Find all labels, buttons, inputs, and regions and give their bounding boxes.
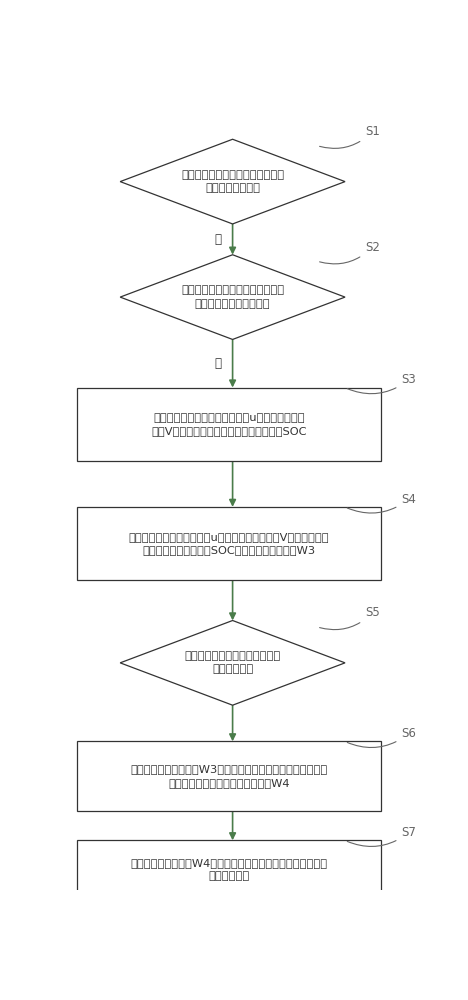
Text: S3: S3 <box>347 373 416 394</box>
Text: S6: S6 <box>347 727 416 748</box>
Text: 否: 否 <box>215 233 221 246</box>
FancyBboxPatch shape <box>77 388 381 461</box>
Text: S5: S5 <box>320 606 380 630</box>
Text: 获取电动车行驶道路的坡度信息，
判断电动车是否上坡行驶: 获取电动车行驶道路的坡度信息， 判断电动车是否上坡行驶 <box>181 286 284 309</box>
Polygon shape <box>120 255 345 339</box>
Text: 采集电动车的刹车踏板深度位置u、当前车辆运行
速度V和电动车的动力电池当前的剩余电量SOC: 采集电动车的刹车踏板深度位置u、当前车辆运行 速度V和电动车的动力电池当前的剩余… <box>151 413 307 436</box>
Text: S7: S7 <box>347 826 416 846</box>
FancyBboxPatch shape <box>77 741 381 811</box>
Text: 根据所述坡度信息，判断电动车
是否下坡行驶: 根据所述坡度信息，判断电动车 是否下坡行驶 <box>184 651 281 674</box>
Polygon shape <box>120 139 345 224</box>
Text: 结合所述能量回收功率W3和所述判断电动车是否下坡行驶的判
断结果，确定输出的能量回收功率W4: 结合所述能量回收功率W3和所述判断电动车是否下坡行驶的判 断结果，确定输出的能量… <box>131 764 328 788</box>
Text: 否: 否 <box>215 357 221 370</box>
Polygon shape <box>120 620 345 705</box>
Text: S4: S4 <box>347 493 416 513</box>
FancyBboxPatch shape <box>77 507 381 580</box>
Text: 根据所述刹车踏板深度位置u、当前车辆运行速度V和电动车的动
力电池当前的剩余电量SOC，确定能量回收功率W3: 根据所述刹车踏板深度位置u、当前车辆运行速度V和电动车的动 力电池当前的剩余电量… <box>129 532 329 555</box>
Text: S2: S2 <box>320 241 380 264</box>
Text: 获取电动车的油门开度信息，判断
油门踏板是否踩下: 获取电动车的油门开度信息，判断 油门踏板是否踩下 <box>181 170 284 193</box>
Text: S1: S1 <box>320 125 380 148</box>
FancyBboxPatch shape <box>77 840 381 898</box>
Text: 将所述能量回收功率W4施加至电机，使电机将其转化为电能给
动力电池充电: 将所述能量回收功率W4施加至电机，使电机将其转化为电能给 动力电池充电 <box>131 858 328 881</box>
